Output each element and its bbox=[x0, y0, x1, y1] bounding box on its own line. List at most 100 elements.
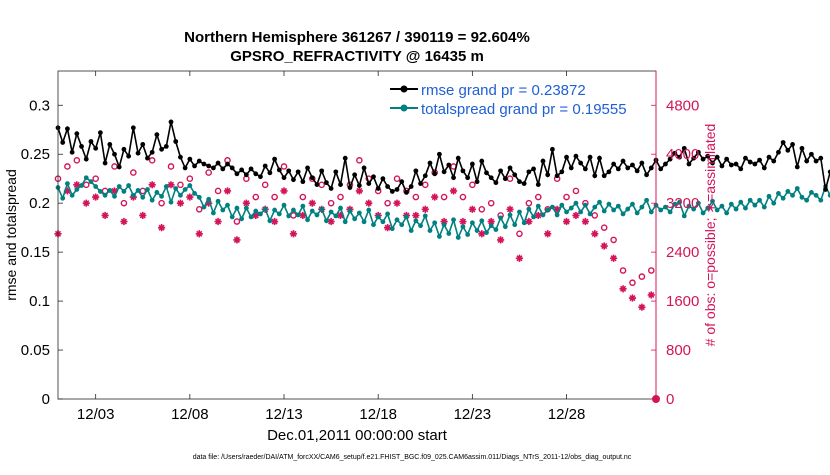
totalspread-point bbox=[300, 203, 306, 209]
rmse-point bbox=[253, 171, 259, 177]
obs-assimilated-point bbox=[110, 187, 119, 195]
totalspread-point bbox=[192, 190, 197, 196]
totalspread-point bbox=[446, 231, 452, 236]
rmse-point bbox=[526, 169, 532, 175]
totalspread-point bbox=[827, 192, 830, 198]
totalspread-line bbox=[57, 176, 830, 240]
x-axis-label: Dec.01,2011 00:00:00 start bbox=[267, 427, 448, 444]
y-tick-label-left: 0.3 bbox=[29, 97, 50, 114]
totalspread-point bbox=[201, 204, 207, 210]
obs-possible-point bbox=[177, 181, 184, 189]
y-tick-label-right: 3200 bbox=[666, 195, 699, 212]
rmse-point bbox=[597, 155, 602, 161]
totalspread-point bbox=[587, 211, 593, 217]
obs-possible-point bbox=[421, 181, 429, 189]
rmse-point bbox=[69, 149, 75, 155]
totalspread-point bbox=[611, 207, 617, 213]
rmse-point bbox=[135, 150, 141, 156]
rmse-point bbox=[592, 173, 598, 179]
legend: rmse grand pr = 0.23872 totalspread gran… bbox=[385, 77, 651, 118]
x-tick-label: 12/13 bbox=[265, 406, 303, 423]
obs-possible-point bbox=[525, 199, 533, 207]
totalspread-point bbox=[394, 217, 400, 223]
rmse-point bbox=[295, 169, 301, 175]
rmse-point bbox=[719, 163, 725, 169]
rmse-point bbox=[178, 154, 183, 160]
rmse-point bbox=[771, 158, 777, 164]
rmse-point bbox=[531, 166, 536, 172]
totalspread-point bbox=[399, 222, 405, 228]
totalspread-point bbox=[215, 198, 221, 204]
rmse-point bbox=[639, 160, 645, 166]
y-tick-label-left: 0.05 bbox=[21, 342, 50, 359]
rmse-point bbox=[705, 153, 711, 159]
rmse-point bbox=[827, 169, 830, 175]
rmse-point bbox=[404, 190, 409, 195]
rmse-point bbox=[328, 186, 334, 191]
totalspread-point bbox=[813, 192, 819, 198]
totalspread-point bbox=[531, 214, 536, 220]
rmse-point bbox=[714, 154, 720, 160]
obs-assimilated-point bbox=[252, 211, 260, 220]
obs-assimilated-point bbox=[440, 217, 448, 226]
rmse-point bbox=[554, 173, 560, 179]
legend-totalspread-label: totalspread grand pr = 0.19555 bbox=[421, 101, 627, 118]
totalspread-point bbox=[808, 190, 814, 195]
rmse-point bbox=[192, 163, 197, 169]
obs-assimilated-point bbox=[431, 193, 439, 201]
rmse-point bbox=[507, 165, 513, 171]
rmse-point bbox=[634, 168, 640, 174]
rmse-point bbox=[644, 172, 649, 178]
rmse-point bbox=[667, 156, 673, 162]
totalspread-point bbox=[126, 183, 132, 188]
totalspread-point bbox=[272, 207, 277, 213]
obs-possible-point bbox=[233, 218, 241, 225]
rmse-point bbox=[582, 166, 588, 172]
obs-assimilated-point bbox=[572, 211, 580, 220]
totalspread-point bbox=[88, 179, 94, 185]
obs-assimilated-point bbox=[327, 217, 335, 226]
totalspread-point bbox=[615, 203, 621, 209]
rmse-point bbox=[276, 167, 282, 173]
obs-assimilated-point bbox=[167, 181, 175, 189]
rmse-point bbox=[794, 164, 800, 170]
totalspread-point bbox=[686, 203, 692, 209]
rmse-point bbox=[790, 142, 795, 147]
rmse-point bbox=[587, 154, 593, 160]
rmse-point bbox=[107, 142, 113, 147]
rmse-point bbox=[446, 162, 452, 168]
totalspread-point bbox=[540, 212, 546, 218]
x-tick-label: 12/03 bbox=[77, 406, 115, 423]
obs-possible-point bbox=[393, 175, 401, 183]
obs-assimilated-point bbox=[544, 230, 552, 238]
obs-possible-point bbox=[591, 212, 599, 219]
totalspread-point bbox=[526, 206, 532, 212]
totalspread-point bbox=[248, 214, 254, 220]
obs-possible-point bbox=[516, 230, 523, 238]
totalspread-point bbox=[573, 200, 579, 206]
rmse-point bbox=[93, 145, 99, 151]
totalspread-point bbox=[323, 218, 329, 224]
totalspread-point bbox=[83, 175, 89, 181]
rmse-point bbox=[352, 172, 358, 178]
rmse-point bbox=[427, 160, 433, 166]
totalspread-point bbox=[451, 217, 456, 223]
totalspread-point bbox=[182, 187, 188, 192]
totalspread-point bbox=[239, 216, 245, 222]
obs-assimilated-point bbox=[82, 199, 90, 207]
rmse-point bbox=[728, 162, 734, 168]
obs-possible-point bbox=[610, 236, 617, 244]
rmse-point bbox=[79, 143, 84, 149]
rmse-point bbox=[234, 171, 240, 177]
rmse-point bbox=[300, 179, 306, 185]
rmse-point bbox=[451, 175, 456, 181]
obs-assimilated-point bbox=[468, 205, 476, 213]
totalspread-point bbox=[738, 199, 744, 205]
rmse-point bbox=[356, 183, 362, 188]
y-tick-label-right: 0 bbox=[666, 391, 674, 408]
rmse-point bbox=[163, 143, 169, 149]
rmse-point bbox=[747, 159, 753, 165]
totalspread-point bbox=[333, 213, 339, 219]
rmse-point bbox=[342, 155, 348, 161]
obs-assimilated-point bbox=[534, 211, 542, 220]
